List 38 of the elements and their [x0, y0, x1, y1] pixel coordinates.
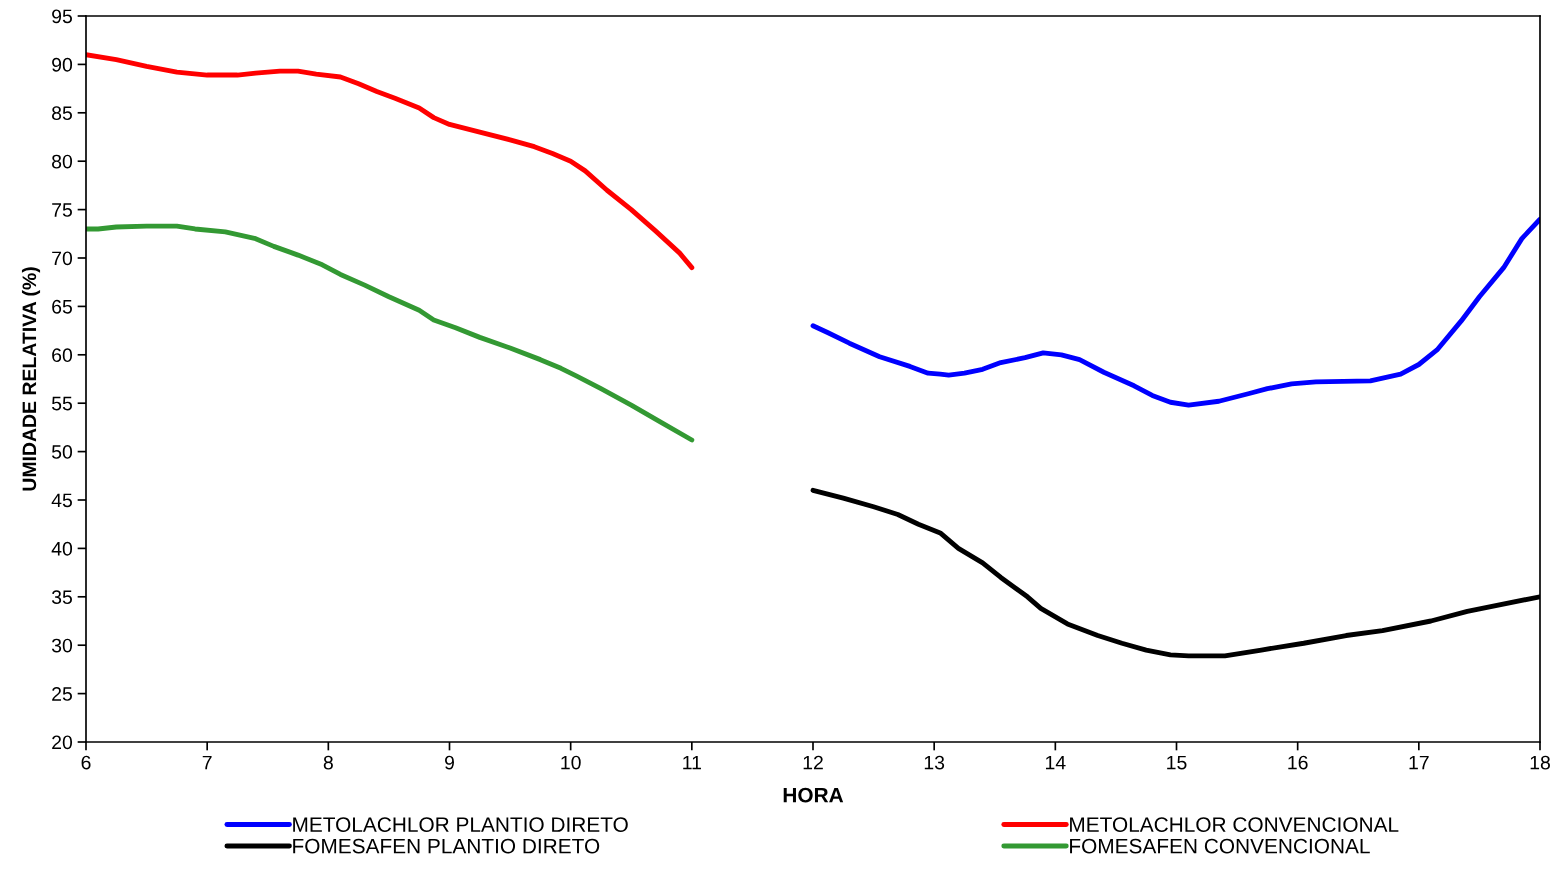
line-series	[86, 223, 695, 443]
legend-label: METOLACHLOR PLANTIO DIRETO	[293, 817, 628, 832]
y-tick-label: 50	[51, 445, 73, 459]
y-tick-label: 30	[51, 638, 73, 653]
y-tick-label: 75	[52, 203, 72, 217]
x-tick-label: 8	[323, 755, 333, 770]
y-tick-label: 65	[52, 299, 72, 314]
line-series	[810, 216, 1540, 408]
x-tick-label: 7	[202, 755, 212, 770]
y-tick-label: 25	[52, 687, 72, 701]
x-tick-label: 14	[1046, 755, 1066, 770]
x-tick-label: 12	[803, 755, 823, 770]
x-tick-label: 6	[81, 755, 91, 770]
x-tick-label: 18	[1530, 755, 1550, 770]
x-tick-label: 15	[1167, 755, 1187, 770]
legend-label: FOMESAFEN PLANTIO DIRETO	[293, 838, 600, 854]
y-tick-label: 20	[52, 735, 73, 750]
x-axis-title: HORA	[783, 787, 844, 803]
y-tick-label: 60	[52, 348, 73, 363]
line-series	[86, 52, 695, 271]
x-tick-label: 11	[683, 755, 701, 770]
y-tick-label: 80	[52, 154, 73, 169]
y-tick-label: 40	[51, 541, 73, 556]
x-tick-label: 17	[1409, 755, 1429, 770]
x-tick-label: 9	[445, 755, 454, 770]
y-tick-label: 90	[52, 57, 73, 72]
y-axis-title: UMIDADE RELATIVA (%)	[21, 267, 41, 491]
y-tick-label: 95	[52, 9, 72, 24]
y-tick-label: 35	[51, 590, 72, 605]
y-tick-label: 85	[52, 106, 72, 121]
legend-label: FOMESAFEN CONVENCIONAL	[1070, 838, 1370, 854]
y-tick-label: 55	[51, 396, 72, 411]
y-tick-label: 70	[52, 251, 73, 266]
x-tick-label: 16	[1288, 755, 1308, 770]
y-tick-label: 45	[51, 493, 72, 508]
x-tick-label: 13	[924, 755, 945, 770]
legend-label: METOLACHLOR CONVENCIONAL	[1070, 817, 1399, 832]
x-tick-label: 10	[561, 755, 581, 770]
